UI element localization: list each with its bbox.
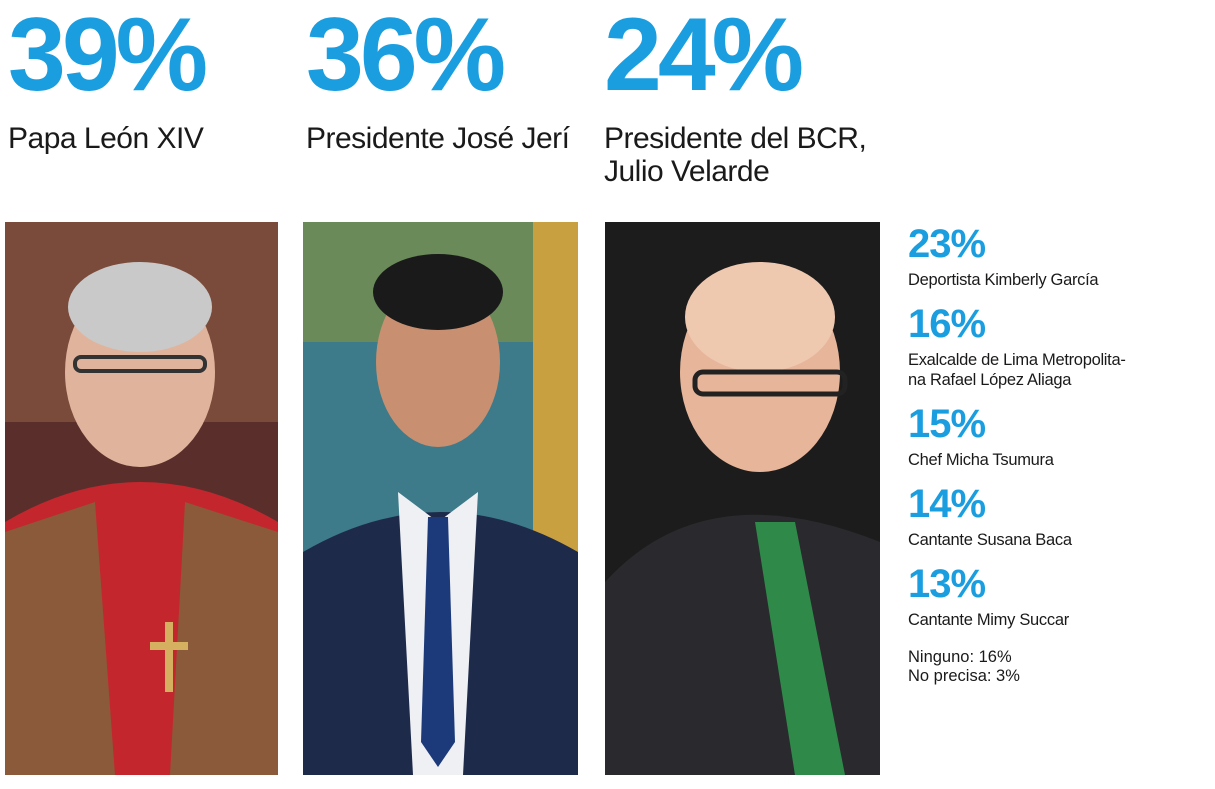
ranking-item: 16% Exalcalde de Lima Metropolita- na Ra… [908, 302, 1208, 390]
ranking-name: Cantante Mimy Succar [908, 611, 1069, 629]
ranking-pct: 23% [908, 222, 986, 266]
ranking-item: 23% Deportista Kimberly García [908, 222, 1208, 290]
pct-jeri: 36% [306, 0, 506, 113]
ranking-name: Chef Micha Tsumura [908, 451, 1054, 469]
pct-velarde: 24% [604, 0, 804, 113]
label-leon: Papa León XIV [8, 122, 204, 155]
photo-velarde [605, 222, 880, 775]
other-responses: Ninguno: 16% No precisa: 3% [908, 648, 1208, 686]
ranking-pct: 16% [908, 302, 986, 346]
pct-leon: 39% [8, 0, 208, 113]
no-precisa-value: No precisa: 3% [908, 667, 1020, 685]
ranking-pct: 13% [908, 562, 986, 606]
ranking-item: 13% Cantante Mimy Succar [908, 562, 1208, 630]
ranking-name: Deportista Kimberly García [908, 271, 1099, 289]
ninguno-value: Ninguno: 16% [908, 648, 1012, 666]
label-velarde: Presidente del BCR, Julio Velarde [604, 122, 867, 188]
ranking-name: Cantante Susana Baca [908, 531, 1072, 549]
ranking-name: Exalcalde de Lima Metropolita- na Rafael… [908, 351, 1126, 389]
photo-pope [5, 222, 278, 775]
ranking-pct: 14% [908, 482, 986, 526]
label-jeri: Presidente José Jerí [306, 122, 570, 155]
photo-jeri [303, 222, 578, 775]
ranking-item: 15% Chef Micha Tsumura [908, 402, 1208, 470]
ranking-item: 14% Cantante Susana Baca [908, 482, 1208, 550]
secondary-ranking: 23% Deportista Kimberly García 16% Exalc… [908, 222, 1208, 686]
ranking-pct: 15% [908, 402, 986, 446]
